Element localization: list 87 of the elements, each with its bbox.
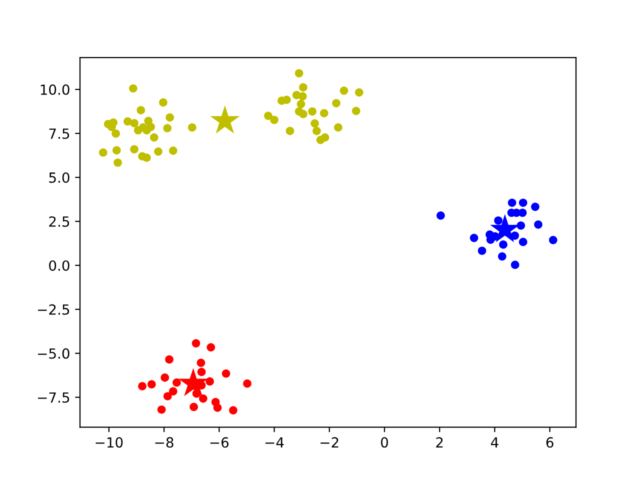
x-tick-label: 0 bbox=[380, 437, 388, 448]
point bbox=[206, 343, 216, 352]
point bbox=[166, 113, 174, 122]
point bbox=[199, 394, 208, 403]
x-tick-label: −4 bbox=[266, 437, 284, 448]
y-tick-label: 5.0 bbox=[49, 172, 70, 183]
point bbox=[332, 98, 340, 108]
point bbox=[172, 378, 181, 387]
point bbox=[299, 110, 308, 118]
point bbox=[508, 198, 516, 207]
point bbox=[298, 92, 307, 100]
point bbox=[160, 373, 170, 382]
point bbox=[310, 119, 319, 128]
point bbox=[147, 380, 156, 388]
point bbox=[213, 404, 222, 412]
point bbox=[518, 238, 528, 246]
point bbox=[229, 406, 238, 414]
point bbox=[518, 198, 528, 207]
point bbox=[168, 387, 178, 396]
y-tick-label: 10.0 bbox=[40, 84, 70, 95]
point bbox=[498, 252, 506, 261]
point bbox=[320, 133, 330, 142]
point bbox=[308, 107, 316, 116]
point bbox=[190, 402, 198, 412]
point bbox=[534, 220, 542, 229]
point bbox=[163, 392, 172, 400]
point bbox=[98, 148, 108, 157]
point bbox=[157, 405, 166, 414]
point bbox=[154, 147, 162, 156]
point bbox=[178, 368, 208, 396]
point bbox=[436, 211, 445, 220]
point bbox=[334, 123, 342, 132]
point bbox=[270, 116, 278, 124]
point bbox=[510, 260, 520, 269]
x-tick-label: −8 bbox=[155, 437, 174, 448]
point bbox=[159, 98, 168, 107]
point bbox=[294, 69, 304, 78]
y-tick-label: −5.0 bbox=[38, 348, 70, 359]
point bbox=[499, 240, 508, 249]
point bbox=[136, 106, 146, 114]
point bbox=[222, 369, 230, 378]
point bbox=[124, 117, 132, 126]
x-tick-label: −10 bbox=[96, 437, 123, 448]
point bbox=[112, 146, 121, 154]
point bbox=[197, 368, 206, 376]
point bbox=[320, 109, 328, 118]
point bbox=[130, 119, 138, 128]
point bbox=[138, 382, 146, 390]
point bbox=[129, 84, 138, 93]
point bbox=[188, 123, 196, 132]
point bbox=[352, 106, 360, 116]
point bbox=[548, 236, 558, 244]
x-tick-label: 2 bbox=[436, 437, 443, 448]
point bbox=[168, 146, 178, 155]
point bbox=[150, 133, 158, 142]
point bbox=[354, 88, 364, 97]
point bbox=[296, 100, 306, 108]
point bbox=[196, 358, 206, 367]
point bbox=[130, 145, 138, 154]
y-tick-label: −7.5 bbox=[38, 392, 70, 403]
point bbox=[282, 96, 291, 104]
point bbox=[286, 126, 294, 136]
y-tick-label: 7.5 bbox=[49, 128, 70, 139]
x-tick-label: −2 bbox=[320, 437, 338, 448]
point bbox=[470, 234, 478, 242]
x-tick-label: 6 bbox=[546, 437, 554, 448]
point bbox=[163, 124, 172, 132]
point bbox=[340, 86, 348, 95]
point bbox=[494, 216, 502, 225]
point bbox=[516, 221, 526, 230]
point bbox=[531, 202, 540, 211]
point bbox=[165, 355, 174, 364]
point bbox=[206, 377, 214, 386]
point bbox=[112, 129, 120, 138]
x-tick-label: −6 bbox=[210, 437, 229, 448]
y-tick-label: 0.0 bbox=[49, 260, 70, 271]
point bbox=[299, 83, 308, 92]
point bbox=[142, 154, 151, 162]
point bbox=[312, 126, 321, 136]
point bbox=[478, 246, 486, 255]
y-tick-label: 2.5 bbox=[49, 216, 70, 227]
y-tick-label: −2.5 bbox=[38, 304, 70, 315]
point bbox=[114, 158, 122, 167]
point bbox=[264, 112, 272, 120]
point bbox=[243, 379, 252, 388]
x-tick-label: 4 bbox=[490, 437, 498, 448]
point bbox=[192, 339, 200, 348]
